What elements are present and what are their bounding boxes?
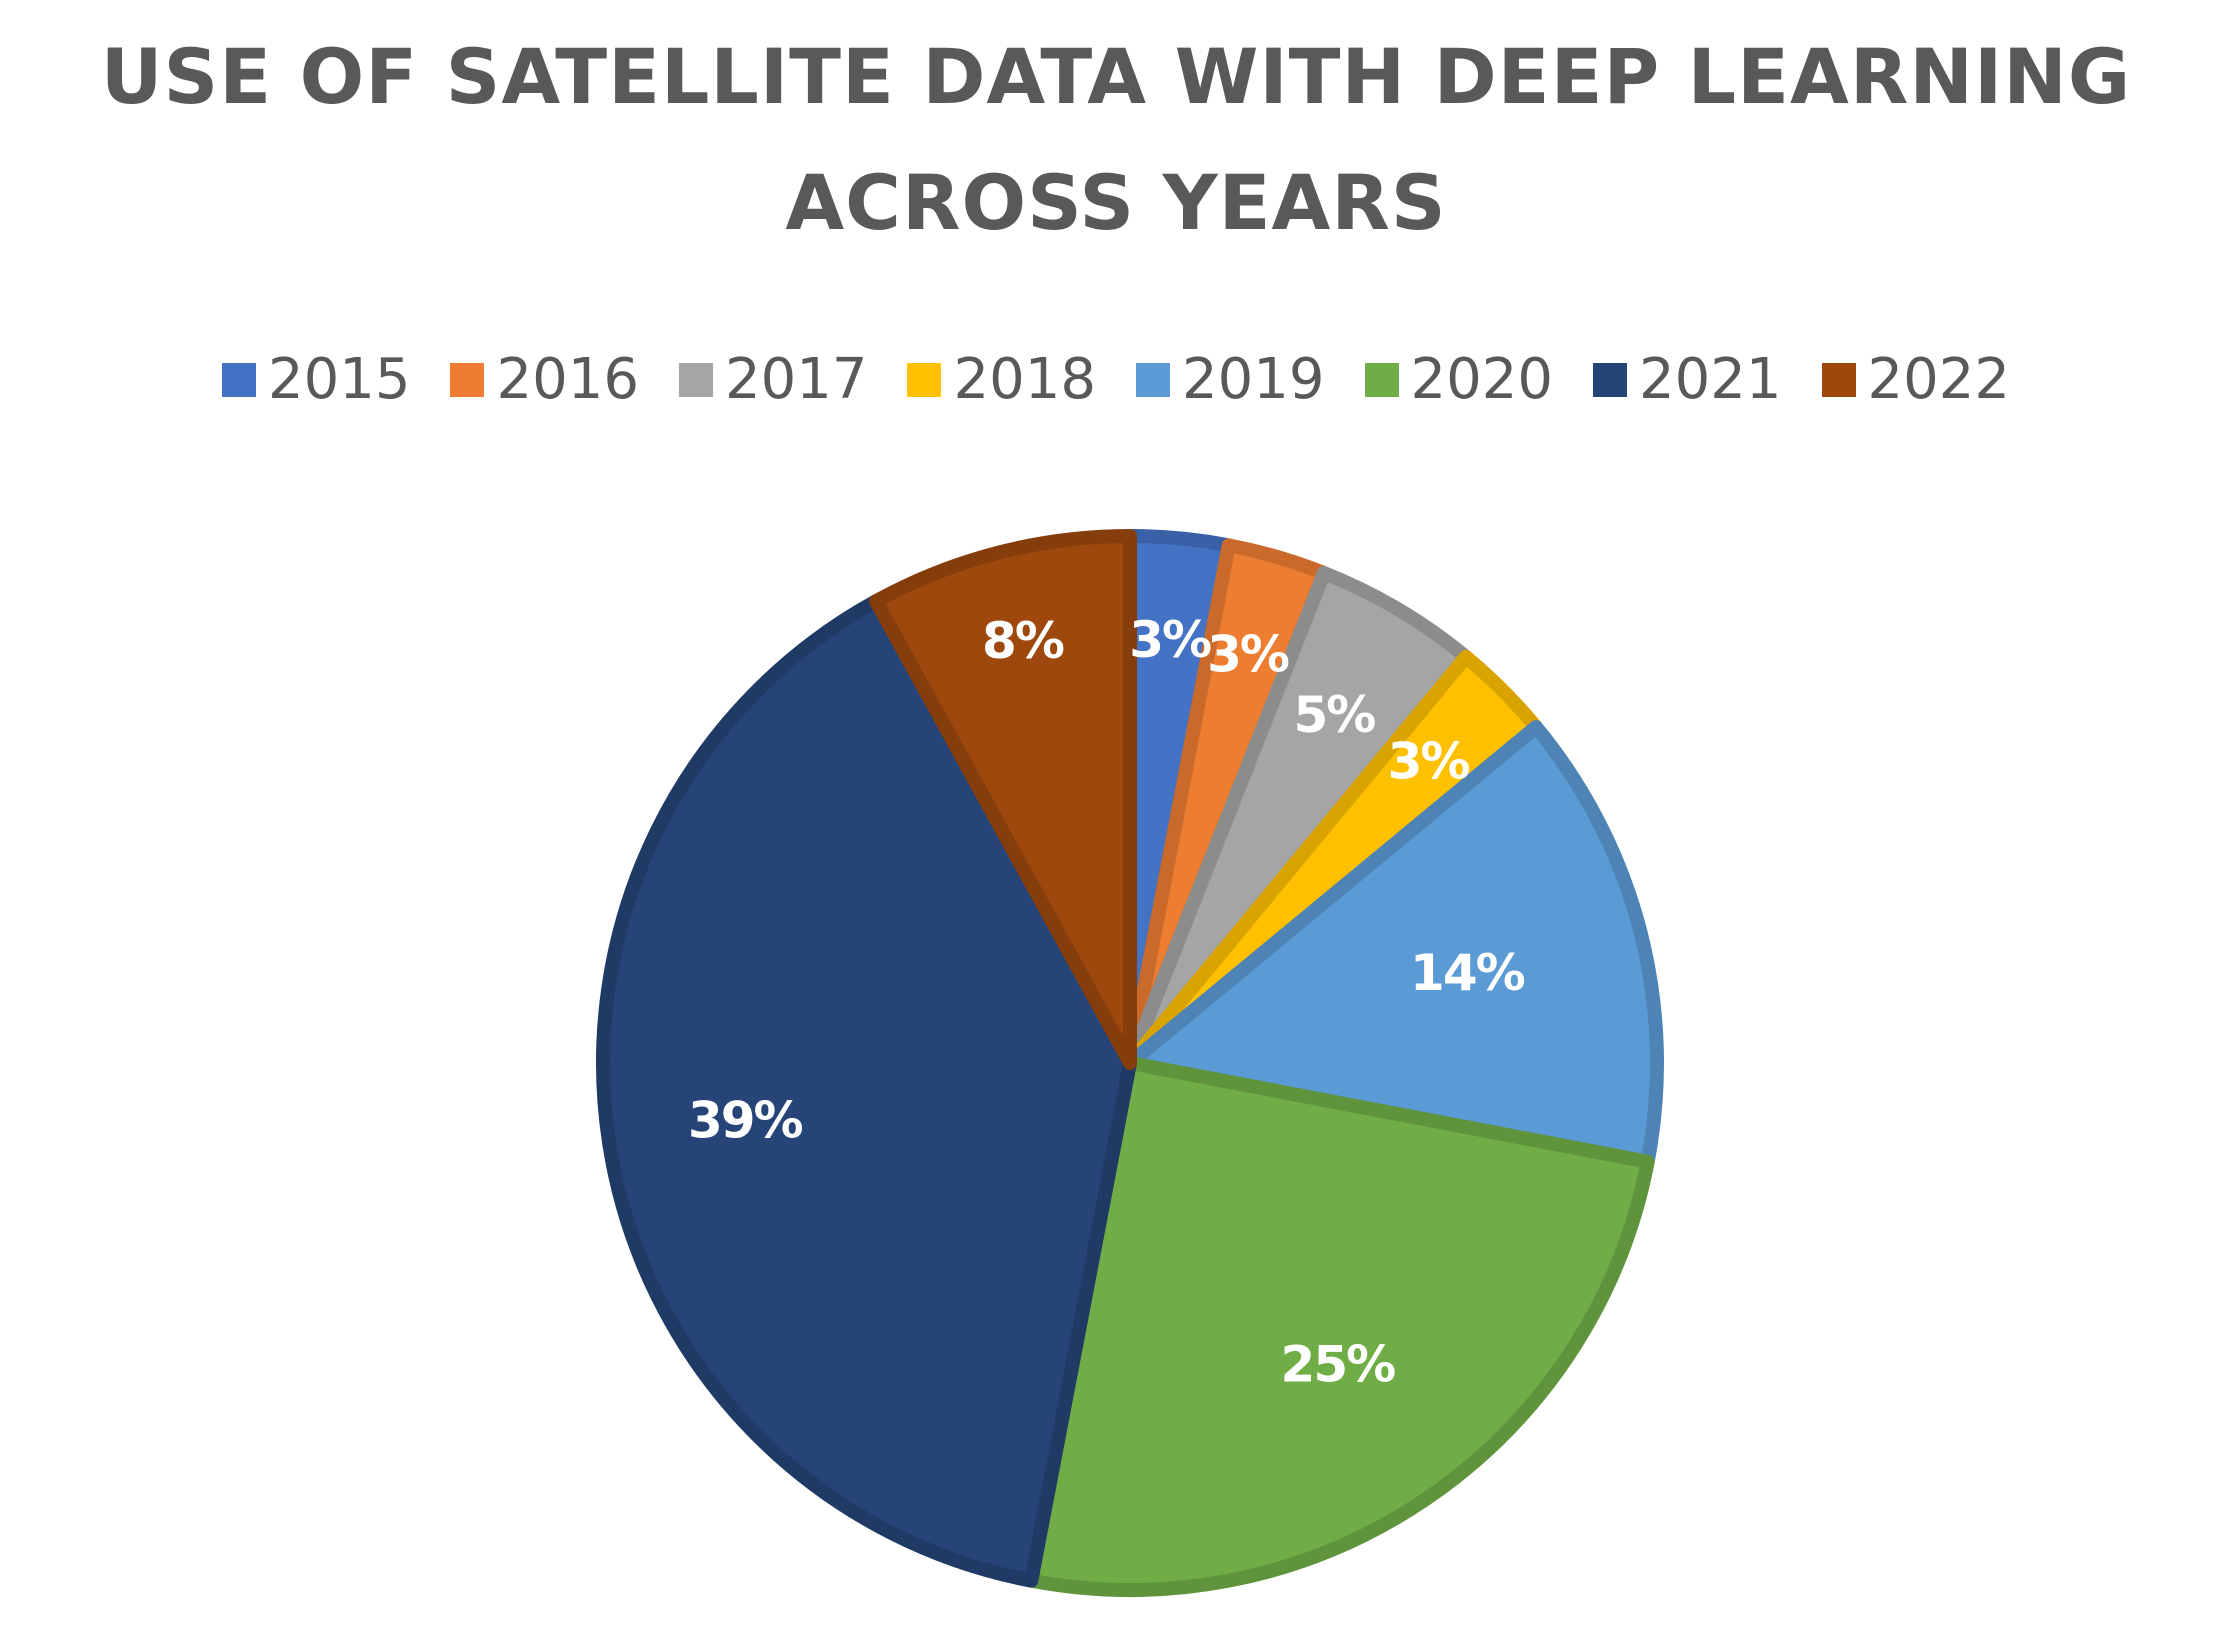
legend-swatch-2019 — [1136, 363, 1170, 397]
data-label-2016: 3% — [1207, 626, 1289, 684]
legend-swatch-2018 — [907, 363, 942, 397]
pie-slice-2020 — [1024, 1056, 1655, 1597]
legend-item-2022: 2022 — [1821, 345, 2011, 415]
legend-label-2015: 2015 — [267, 347, 411, 412]
legend-swatch-2015 — [221, 363, 256, 397]
data-label-2017: 5% — [1293, 686, 1375, 744]
legend-swatch-2021 — [1593, 363, 1628, 397]
legend-item-2019: 2019 — [1136, 345, 1325, 415]
data-label-2021: 39% — [688, 1092, 803, 1150]
pie-slice-2021 — [596, 594, 1137, 1588]
legend-swatch-2020 — [1364, 363, 1399, 397]
legend-label-2022: 2022 — [1867, 347, 2011, 412]
legend-swatch-2016 — [450, 363, 485, 397]
legend-swatch-2022 — [1821, 363, 1856, 397]
data-label-2015: 3% — [1129, 611, 1211, 669]
legend-item-2017: 2017 — [678, 345, 868, 415]
legend-item-2021: 2021 — [1593, 345, 1782, 415]
legend-item-2020: 2020 — [1364, 345, 1554, 415]
data-label-2018: 3% — [1388, 732, 1470, 790]
chart-title: USE OF SATELLITE DATA WITH DEEP LEARNING… — [100, 32, 2132, 247]
legend-label-2018: 2018 — [953, 347, 1096, 412]
data-label-2020: 25% — [1281, 1336, 1396, 1394]
legend-label-2020: 2020 — [1410, 347, 1554, 412]
legend-item-2018: 2018 — [907, 345, 1096, 415]
legend-item-2015: 2015 — [221, 345, 411, 415]
data-label-2019: 14% — [1410, 944, 1525, 1002]
legend-label-2019: 2019 — [1182, 347, 1325, 412]
data-label-2022: 8% — [982, 612, 1064, 670]
legend-swatch-2017 — [678, 363, 713, 397]
legend-item-2016: 2016 — [450, 345, 639, 415]
legend-label-2017: 2017 — [724, 347, 868, 412]
legend-label-2016: 2016 — [496, 347, 639, 412]
pie-slice-2022 — [869, 529, 1137, 1070]
pie-slice-2019 — [1123, 720, 1664, 1169]
legend-label-2021: 2021 — [1639, 347, 1782, 412]
chart-legend: 2015 2016 2017 2018 2019 2020 2021 2022 — [0, 345, 2232, 415]
